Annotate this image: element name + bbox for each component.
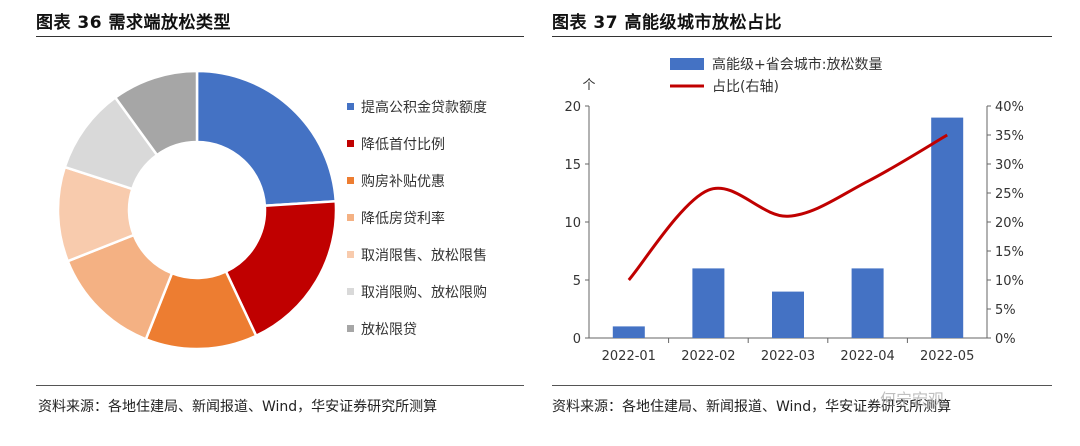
- legend-label: 取消限购、放松限购: [361, 284, 487, 301]
- left-chart-title: 图表 36 需求端放松类型: [36, 13, 231, 33]
- legend-item: 提高公积金贷款额度: [347, 88, 487, 125]
- legend-bar-swatch: [670, 58, 704, 70]
- y-left-unit-label: 个: [582, 78, 595, 93]
- right-chart-title: 图表 37 高能级城市放松占比: [552, 13, 782, 33]
- donut-slice: [195, 69, 338, 208]
- y-left-tick-label: 15: [564, 158, 581, 173]
- y-right-tick-label: 35%: [995, 129, 1024, 144]
- x-tick-label: 2022-03: [761, 349, 815, 364]
- share-line: [627, 133, 948, 281]
- left-source-note: 资料来源：各地住建局、新闻报道、Wind，华安证券研究所测算: [38, 399, 438, 415]
- legend-label: 降低首付比例: [361, 136, 445, 153]
- y-right-tick-label: 0%: [995, 332, 1016, 347]
- y-right-tick-label: 20%: [995, 216, 1024, 231]
- right-title-rule: [552, 36, 1052, 37]
- y-left-tick-label: 10: [564, 216, 581, 231]
- legend-item: 取消限售、放松限售: [347, 236, 487, 273]
- legend-swatch: [347, 140, 354, 147]
- right-source-note: 资料来源：各地住建局、新闻报道、Wind，华安证券研究所测算: [552, 399, 952, 415]
- left-source-rule: [36, 385, 524, 386]
- bar: [931, 117, 964, 338]
- legend-swatch: [347, 177, 354, 184]
- x-tick-label: 2022-02: [681, 349, 735, 364]
- legend-swatch: [347, 325, 354, 332]
- y-right-tick-label: 40%: [995, 100, 1024, 115]
- y-left-tick-label: 20: [564, 100, 581, 115]
- y-right-tick-label: 30%: [995, 158, 1024, 173]
- donut-slice: [224, 199, 338, 338]
- legend-bar-label: 高能级+省会城市:放松数量: [712, 56, 882, 73]
- left-title-rule: [36, 36, 524, 37]
- legend-swatch: [347, 251, 354, 258]
- donut-legend: 提高公积金贷款额度 降低首付比例 购房补贴优惠 降低房贷利率取消限售、放松限售 取消限购…: [347, 88, 487, 347]
- legend-item: 取消限购、放松限购: [347, 273, 487, 310]
- x-tick-label: 2022-04: [840, 349, 894, 364]
- legend-line-label: 占比(右轴): [712, 79, 779, 95]
- legend-swatch: [347, 288, 354, 295]
- y-right-tick-label: 10%: [995, 274, 1024, 289]
- legend-item: 购房补贴优惠: [347, 162, 487, 199]
- legend-swatch: [347, 103, 354, 110]
- y-right-tick-label: 15%: [995, 245, 1024, 260]
- legend-swatch: [347, 214, 354, 221]
- legend-label: 提高公积金贷款额度: [361, 99, 487, 116]
- y-left-tick-label: 5: [573, 274, 581, 289]
- y-right-tick-label: 25%: [995, 187, 1024, 202]
- legend-label: 降低房贷利率: [361, 210, 445, 227]
- donut-slice: [113, 69, 199, 157]
- right-source-rule: [552, 385, 1052, 386]
- legend-item: 放松限贷: [347, 310, 487, 347]
- y-left-tick-label: 0: [573, 332, 581, 347]
- bar: [772, 291, 804, 338]
- donut-chart: [56, 69, 338, 351]
- y-right-tick-label: 5%: [995, 303, 1016, 318]
- bar: [612, 326, 645, 338]
- legend-item: 降低首付比例: [347, 125, 487, 162]
- legend-label: 取消限售、放松限售: [361, 247, 487, 264]
- bar: [692, 268, 725, 338]
- x-tick-label: 2022-01: [602, 349, 656, 364]
- wechat-watermark: 何宁宏观: [880, 390, 945, 409]
- x-tick-label: 2022-05: [920, 349, 974, 364]
- legend-label: 放松限贷: [361, 321, 417, 338]
- legend-label: 购房补贴优惠: [361, 173, 445, 190]
- bar: [851, 268, 884, 338]
- legend-item: 降低房贷利率: [347, 199, 487, 236]
